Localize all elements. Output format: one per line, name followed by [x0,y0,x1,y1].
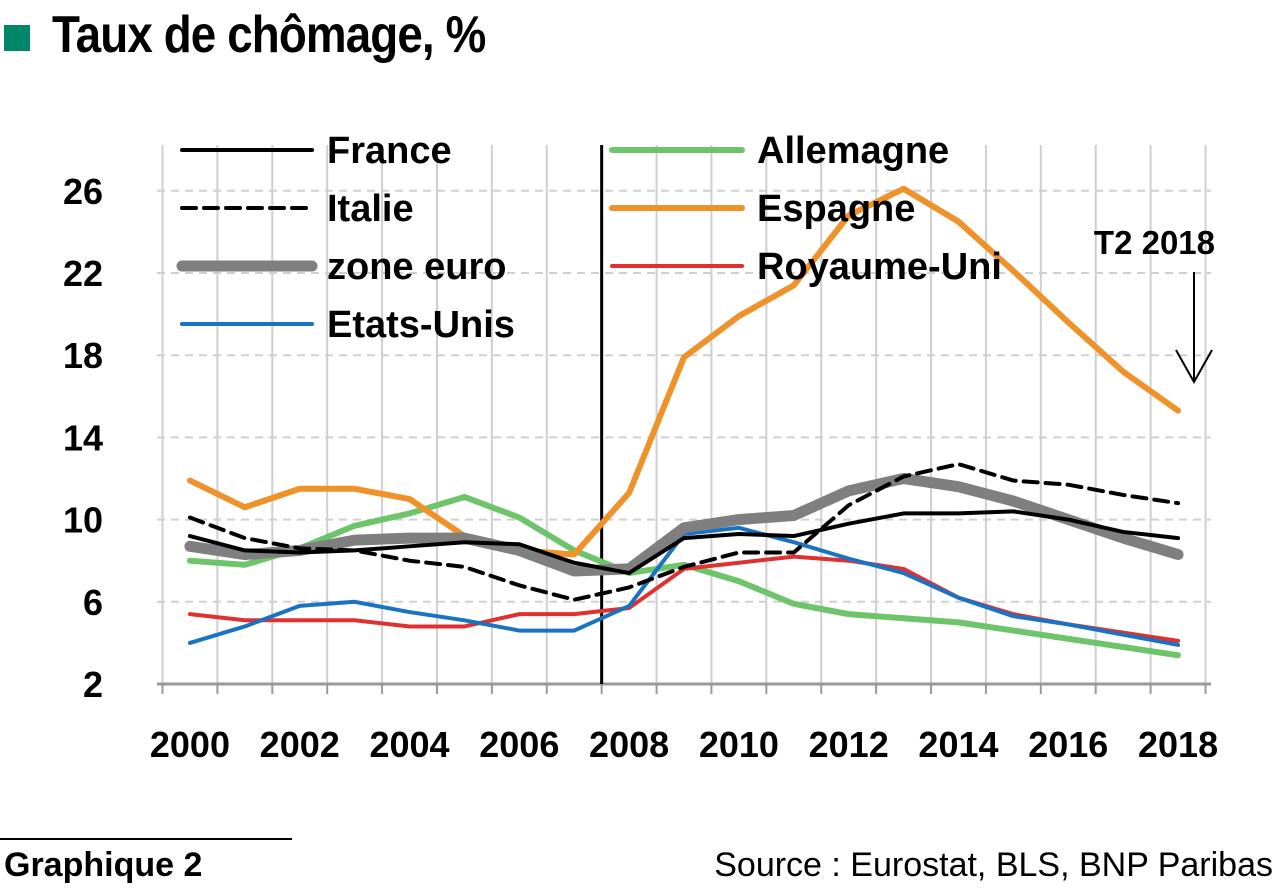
y-tick-label: 14 [63,417,103,458]
legend-label: France [327,130,452,172]
series-line-espagne [186,185,1182,558]
figure-label: Graphique 2 [4,846,203,884]
y-tick-label: 26 [63,171,103,212]
x-tick-label: 2004 [369,724,449,765]
legend-label: Etats-Unis [327,304,515,346]
title-area: Taux de chômage, % [0,0,545,70]
legend-label: Royaume-Uni [757,246,1002,288]
legend-label: Italie [327,188,414,230]
x-tick-label: 2000 [150,724,230,765]
annotation-arrow-head-icon [1175,349,1213,385]
chart-title: Taux de chômage, % [52,6,486,64]
y-tick-label: 6 [83,582,103,623]
y-tick-label: 18 [63,335,103,376]
annotation-label: T2 2018 [1094,224,1215,261]
x-tick-label: 2012 [809,724,889,765]
series-line-royaume-uni [187,554,1181,643]
series-line-zone-euro [184,473,1184,577]
legend-label: Espagne [757,188,915,230]
legend-label: zone euro [327,246,506,288]
x-tick-label: 2018 [1138,724,1218,765]
x-tick-label: 2002 [260,724,340,765]
legend-label: Allemagne [757,130,949,172]
x-tick-label: 2014 [918,724,998,765]
series-line-france [187,509,1181,576]
x-tick-label: 2010 [699,724,779,765]
x-tick-label: 2016 [1028,724,1108,765]
y-tick-label: 2 [83,664,103,705]
source-note: Source : Eurostat, BLS, BNP Paribas [714,846,1273,884]
x-tick-label: 2008 [589,724,669,765]
x-tick-label: 2006 [479,724,559,765]
y-tick-label: 10 [63,500,103,541]
title-square-icon [4,25,30,51]
footer-divider [0,838,292,840]
series-line-allemagne [186,493,1182,659]
y-tick-label: 22 [63,253,103,294]
